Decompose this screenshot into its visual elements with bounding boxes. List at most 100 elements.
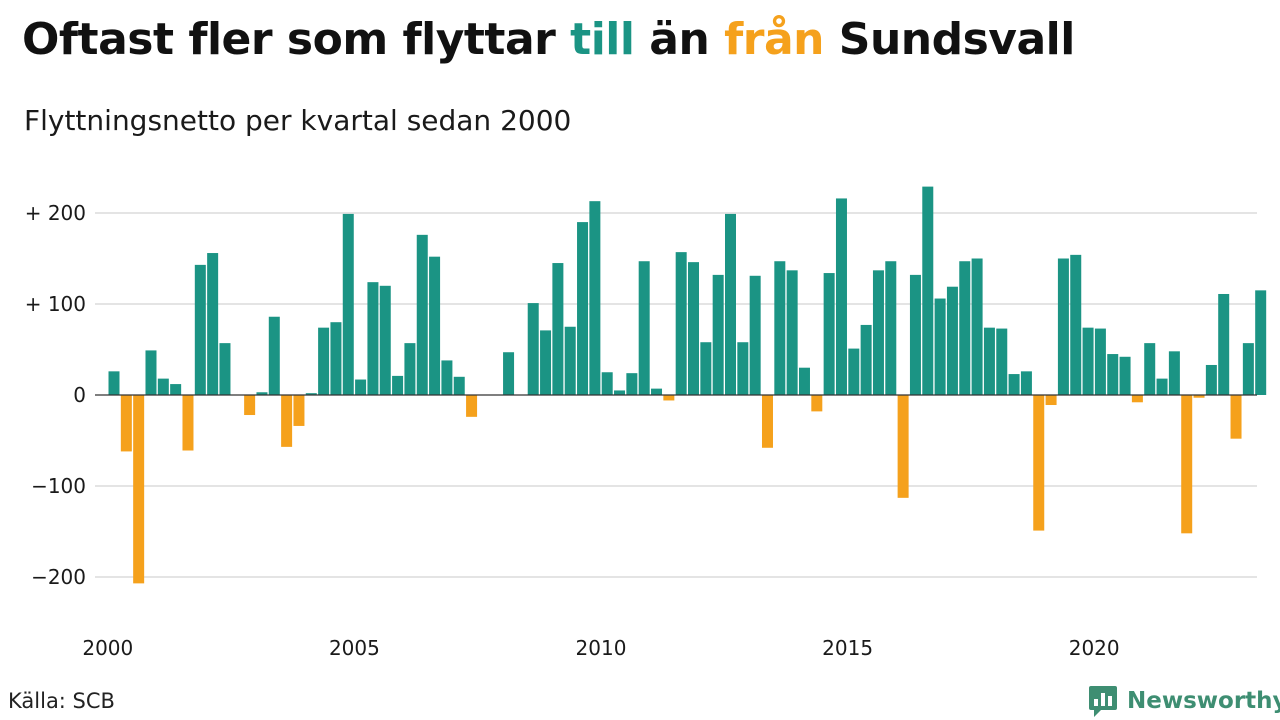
bar — [1255, 290, 1267, 395]
bar — [367, 282, 379, 395]
bar — [244, 395, 256, 416]
source-label: Källa: SCB — [8, 689, 115, 713]
title-highlight-till: till — [570, 14, 635, 65]
bar — [268, 316, 280, 395]
bar — [1045, 395, 1057, 406]
bar — [971, 258, 983, 395]
bar — [1057, 258, 1069, 395]
bar — [1144, 343, 1156, 395]
bar — [1230, 395, 1242, 439]
bar — [761, 395, 773, 448]
title-part-1: Oftast fler som flyttar — [22, 14, 571, 65]
bar — [564, 326, 576, 395]
bar — [897, 395, 909, 498]
bar — [860, 324, 872, 395]
bar — [1008, 374, 1020, 395]
bar — [540, 330, 552, 395]
bar — [416, 234, 428, 395]
bar — [786, 270, 798, 395]
bar — [404, 343, 416, 395]
y-tick-label: + 200 — [25, 201, 86, 225]
bar — [823, 273, 835, 395]
x-tick-label: 2010 — [576, 636, 627, 660]
bar — [330, 322, 342, 395]
bar — [1082, 327, 1094, 395]
bar — [305, 393, 317, 395]
bar — [922, 186, 934, 395]
bar — [1181, 395, 1193, 534]
y-tick-label: + 100 — [25, 292, 86, 316]
x-tick-label: 2015 — [822, 636, 873, 660]
title-highlight-fran: från — [724, 14, 824, 65]
bar — [1107, 354, 1119, 395]
bar — [626, 373, 638, 395]
bar — [256, 392, 268, 395]
bar — [614, 390, 626, 395]
bar — [120, 395, 132, 452]
bar — [1070, 254, 1082, 395]
y-tick-label: 0 — [73, 383, 86, 407]
bar — [848, 348, 860, 395]
bar — [1242, 343, 1254, 395]
newsworthy-logo: Newsworthy — [1088, 684, 1280, 718]
chart-subtitle: Flyttningsnetto per kvartal sedan 2000 — [24, 104, 572, 137]
bar — [392, 375, 404, 395]
x-tick-label: 2000 — [82, 636, 133, 660]
bar — [749, 275, 761, 395]
bar — [552, 263, 564, 395]
x-tick-label: 2020 — [1069, 636, 1120, 660]
bar-chart: + 200 + 100 0 −100 −200 2000 2005 2010 2015 2020 — [25, 186, 1267, 660]
bar — [700, 342, 712, 395]
bar — [996, 328, 1008, 395]
bar — [638, 261, 650, 395]
bar — [219, 343, 231, 395]
bar — [133, 395, 145, 584]
bar — [1020, 371, 1032, 395]
bar — [441, 360, 453, 395]
bar — [712, 274, 724, 395]
y-tick-label: −200 — [31, 565, 86, 589]
bar — [835, 198, 847, 395]
bar — [1094, 328, 1106, 395]
y-axis-labels: + 200 + 100 0 −100 −200 — [25, 201, 86, 589]
bar — [503, 352, 515, 395]
bar — [318, 327, 330, 395]
bar — [737, 342, 749, 395]
bars — [95, 186, 1267, 584]
bar — [1205, 364, 1217, 395]
bar — [429, 256, 441, 395]
bar — [453, 376, 465, 395]
bar — [379, 285, 391, 395]
bar — [1156, 378, 1168, 395]
bar — [577, 222, 589, 395]
bar — [281, 395, 293, 447]
bar — [194, 264, 206, 395]
bar — [355, 379, 367, 395]
y-tick-label: −100 — [31, 474, 86, 498]
bar — [466, 395, 478, 417]
bar — [983, 327, 995, 395]
title-part-3: än — [634, 14, 725, 65]
bar — [934, 298, 946, 395]
bar — [675, 252, 687, 395]
bar — [909, 274, 921, 395]
x-axis-labels: 2000 2005 2010 2015 2020 — [82, 636, 1119, 660]
bar — [688, 262, 700, 395]
bar — [527, 303, 539, 395]
bar — [207, 253, 219, 395]
bar — [1218, 293, 1230, 395]
bar — [145, 350, 157, 395]
bar — [946, 286, 958, 395]
bar — [959, 261, 971, 395]
bar — [663, 395, 675, 401]
bar — [651, 388, 663, 395]
bar — [589, 201, 601, 395]
bar — [293, 395, 305, 426]
bar — [798, 367, 810, 395]
bar — [108, 371, 120, 395]
bar — [1119, 356, 1131, 395]
x-tick-label: 2005 — [329, 636, 380, 660]
chart-title: Oftast fler som flyttar till än från Sun… — [22, 14, 1075, 65]
bar — [601, 372, 613, 395]
bar — [1193, 395, 1205, 398]
